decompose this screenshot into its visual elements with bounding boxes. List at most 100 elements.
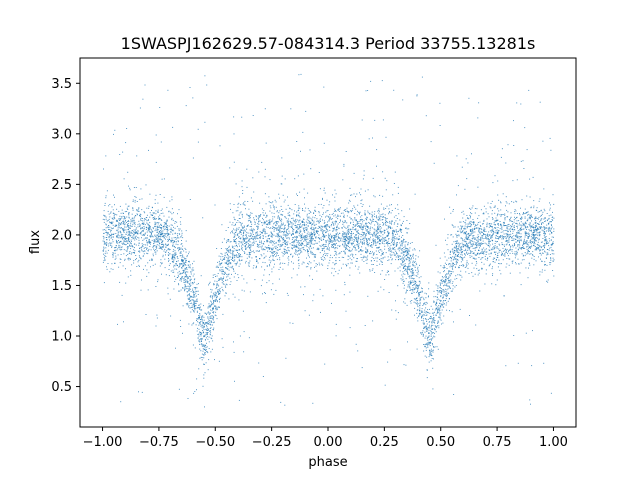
data-point — [152, 235, 153, 237]
data-point — [174, 250, 176, 252]
data-point — [432, 349, 434, 351]
data-point — [305, 236, 306, 238]
data-point — [184, 282, 186, 284]
data-point — [167, 244, 169, 246]
data-point — [107, 233, 109, 235]
data-point — [199, 334, 201, 335]
data-point — [133, 260, 135, 262]
data-point — [232, 293, 234, 295]
data-point — [213, 293, 215, 295]
data-point — [412, 255, 414, 257]
data-point — [343, 241, 345, 242]
data-point — [338, 210, 340, 212]
data-point — [233, 236, 235, 238]
data-point — [176, 263, 177, 265]
data-point — [388, 259, 390, 261]
data-point — [528, 242, 530, 244]
data-point — [218, 260, 220, 262]
data-point — [375, 257, 377, 259]
data-point — [399, 270, 401, 272]
data-point — [236, 229, 238, 231]
data-point — [551, 244, 553, 246]
data-point — [407, 250, 409, 252]
data-point — [342, 263, 344, 265]
data-point — [123, 239, 125, 241]
data-point — [143, 222, 145, 224]
data-point — [364, 256, 366, 258]
data-point — [467, 225, 469, 227]
data-point — [313, 254, 315, 256]
data-point — [143, 233, 145, 235]
data-point — [228, 298, 230, 300]
data-point — [412, 273, 414, 275]
data-point — [519, 227, 521, 229]
data-point — [160, 238, 161, 240]
data-point — [359, 213, 360, 215]
data-point — [455, 246, 457, 248]
data-point — [345, 238, 346, 240]
data-point — [536, 227, 538, 229]
data-point — [377, 237, 379, 239]
data-point — [277, 244, 279, 246]
data-point — [289, 322, 291, 324]
data-point — [439, 318, 441, 320]
data-point — [527, 237, 529, 238]
data-point — [329, 226, 331, 228]
data-point — [516, 233, 518, 235]
data-point — [366, 238, 367, 240]
data-point — [125, 238, 127, 240]
data-point — [396, 252, 397, 254]
data-point — [397, 285, 399, 287]
data-point — [455, 240, 457, 242]
data-point — [376, 149, 378, 151]
data-point — [292, 219, 294, 221]
data-point — [328, 243, 330, 245]
data-point — [234, 259, 236, 261]
data-point — [275, 201, 277, 203]
data-point — [356, 258, 358, 260]
data-point — [323, 247, 325, 249]
data-point — [520, 229, 522, 231]
data-point — [540, 220, 542, 221]
data-point — [391, 210, 393, 211]
data-point — [524, 241, 526, 243]
data-point — [520, 262, 522, 264]
data-point — [271, 212, 273, 214]
data-point — [431, 350, 433, 352]
data-point — [364, 237, 366, 239]
data-point — [410, 255, 411, 257]
data-point — [500, 201, 501, 203]
data-point — [141, 279, 142, 281]
data-point — [175, 347, 176, 349]
data-point — [539, 249, 541, 251]
data-point — [186, 291, 188, 293]
data-point — [139, 198, 141, 200]
data-point — [124, 223, 126, 225]
data-point — [194, 300, 196, 302]
data-point — [126, 231, 127, 233]
data-point — [272, 258, 274, 260]
data-point — [358, 250, 360, 252]
data-point — [131, 218, 133, 220]
data-point — [186, 256, 188, 258]
data-point — [300, 243, 302, 245]
data-point — [119, 231, 121, 233]
data-point — [305, 110, 307, 112]
data-point — [243, 232, 245, 234]
data-point — [345, 221, 346, 223]
data-point — [424, 302, 426, 304]
data-point — [464, 241, 466, 243]
data-point — [459, 244, 461, 246]
data-point — [513, 228, 515, 230]
data-point — [431, 355, 433, 357]
data-point — [132, 252, 134, 253]
data-point — [172, 245, 174, 247]
data-point — [131, 230, 133, 231]
data-point — [466, 260, 468, 262]
data-point — [487, 257, 489, 259]
data-point — [461, 276, 463, 278]
data-point — [196, 287, 198, 289]
data-point — [248, 238, 250, 240]
data-point — [430, 325, 432, 327]
data-point — [353, 232, 354, 234]
